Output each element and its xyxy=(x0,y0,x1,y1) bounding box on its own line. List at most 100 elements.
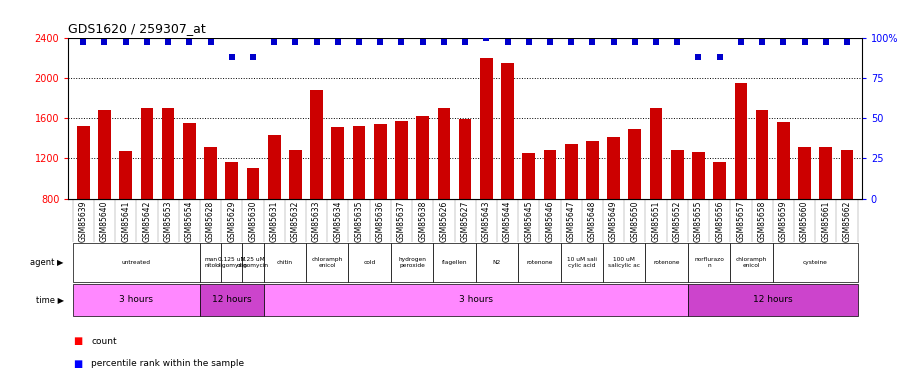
Bar xyxy=(77,126,89,279)
Bar xyxy=(73,243,200,282)
Bar xyxy=(670,150,683,279)
Text: GSM85638: GSM85638 xyxy=(418,201,426,242)
Text: 1.25 uM
oligomycin: 1.25 uM oligomycin xyxy=(237,257,269,268)
Text: GSM85635: GSM85635 xyxy=(354,201,363,242)
Bar xyxy=(225,162,238,279)
Point xyxy=(585,39,599,45)
Point xyxy=(309,39,323,45)
Point xyxy=(245,54,260,60)
Text: GSM85659: GSM85659 xyxy=(778,201,787,242)
Point xyxy=(775,39,790,45)
Point xyxy=(478,34,493,40)
Text: GSM85647: GSM85647 xyxy=(566,201,575,242)
Bar xyxy=(268,135,281,279)
Bar xyxy=(263,284,687,316)
Point xyxy=(352,39,366,45)
Point xyxy=(76,39,90,45)
Text: GSM85656: GSM85656 xyxy=(714,201,723,242)
Bar xyxy=(263,243,306,282)
Bar xyxy=(687,284,856,316)
Text: 3 hours: 3 hours xyxy=(458,296,492,304)
Text: GSM85661: GSM85661 xyxy=(821,201,829,242)
Text: rotenone: rotenone xyxy=(652,260,680,265)
Point xyxy=(542,39,557,45)
Text: ■: ■ xyxy=(73,359,82,369)
Bar xyxy=(353,126,365,279)
Bar xyxy=(797,147,810,279)
Text: time ▶: time ▶ xyxy=(36,296,64,304)
Text: GSM85652: GSM85652 xyxy=(672,201,681,242)
Bar xyxy=(560,243,602,282)
Bar xyxy=(98,110,111,279)
Text: GSM85640: GSM85640 xyxy=(100,201,108,242)
Point xyxy=(627,39,641,45)
Bar xyxy=(712,162,725,279)
Text: 10 uM sali
cylic acid: 10 uM sali cylic acid xyxy=(566,257,596,268)
Bar xyxy=(220,243,242,282)
Bar xyxy=(607,137,619,279)
Point xyxy=(648,39,662,45)
Bar xyxy=(242,243,263,282)
Point xyxy=(732,39,747,45)
Bar xyxy=(645,243,687,282)
Text: GSM85627: GSM85627 xyxy=(460,201,469,242)
Point xyxy=(457,39,472,45)
Text: GSM85651: GSM85651 xyxy=(650,201,660,242)
Text: GSM85655: GSM85655 xyxy=(693,201,702,242)
Bar xyxy=(394,121,407,279)
Text: 3 hours: 3 hours xyxy=(119,296,153,304)
Bar xyxy=(772,243,856,282)
Point xyxy=(606,39,620,45)
Bar xyxy=(374,124,386,279)
Text: GSM85641: GSM85641 xyxy=(121,201,130,242)
Text: 12 hours: 12 hours xyxy=(211,296,251,304)
Bar xyxy=(200,284,263,316)
Bar xyxy=(628,129,640,279)
Text: GSM85630: GSM85630 xyxy=(248,201,257,242)
Text: GSM85657: GSM85657 xyxy=(735,201,744,242)
Bar xyxy=(161,108,174,279)
Bar xyxy=(730,243,772,282)
Point xyxy=(521,39,536,45)
Text: 12 hours: 12 hours xyxy=(752,296,792,304)
Bar xyxy=(755,110,768,279)
Point xyxy=(415,39,429,45)
Text: GSM85628: GSM85628 xyxy=(206,201,215,242)
Bar xyxy=(348,243,391,282)
Text: GSM85632: GSM85632 xyxy=(291,201,300,242)
Bar xyxy=(649,108,661,279)
Text: percentile rank within the sample: percentile rank within the sample xyxy=(91,359,244,368)
Bar xyxy=(517,243,560,282)
Bar xyxy=(586,141,599,279)
Text: chloramph
enicol: chloramph enicol xyxy=(312,257,343,268)
Bar xyxy=(818,147,831,279)
Bar xyxy=(691,152,704,279)
Text: GSM85653: GSM85653 xyxy=(163,201,172,242)
Bar xyxy=(479,58,492,279)
Text: man
nitol: man nitol xyxy=(204,257,217,268)
Text: cold: cold xyxy=(363,260,375,265)
Point xyxy=(394,39,408,45)
Bar xyxy=(289,150,302,279)
Text: GSM85650: GSM85650 xyxy=(630,201,639,242)
Bar xyxy=(391,243,433,282)
Text: GDS1620 / 259307_at: GDS1620 / 259307_at xyxy=(68,22,206,35)
Text: 100 uM
salicylic ac: 100 uM salicylic ac xyxy=(608,257,640,268)
Bar xyxy=(415,116,428,279)
Point xyxy=(373,39,387,45)
Text: GSM85648: GSM85648 xyxy=(588,201,597,242)
Bar xyxy=(73,284,200,316)
Bar xyxy=(543,150,556,279)
Text: GSM85643: GSM85643 xyxy=(481,201,490,242)
Text: ■: ■ xyxy=(73,336,82,346)
Text: norflurazo
n: norflurazo n xyxy=(693,257,723,268)
Bar xyxy=(522,153,535,279)
Text: GSM85636: GSM85636 xyxy=(375,201,384,242)
Bar xyxy=(140,108,153,279)
Bar xyxy=(840,150,853,279)
Text: GSM85626: GSM85626 xyxy=(439,201,448,242)
Point xyxy=(817,39,832,45)
Point xyxy=(139,39,154,45)
Point xyxy=(267,39,281,45)
Text: chitin: chitin xyxy=(277,260,292,265)
